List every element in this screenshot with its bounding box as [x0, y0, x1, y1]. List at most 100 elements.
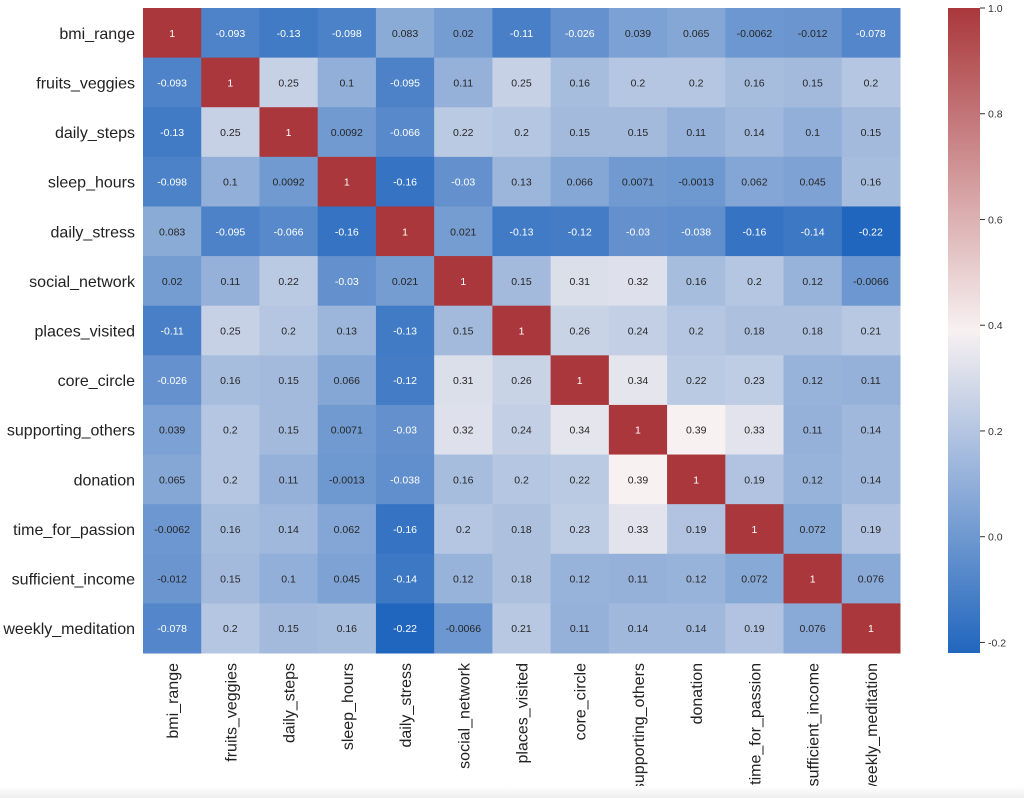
heatmap-cell — [434, 206, 493, 257]
cell-annotation: 0.1 — [805, 127, 820, 139]
heatmap-cell — [201, 206, 260, 257]
cell-annotation: 0.16 — [570, 77, 591, 89]
heatmap-cell — [608, 504, 668, 555]
y-tick-label: fruits_veggies — [36, 75, 135, 92]
cell-annotation: 0.16 — [337, 623, 358, 635]
y-tick-label: bmi_range — [59, 26, 135, 43]
cell-annotation: -0.03 — [393, 425, 417, 437]
heatmap-cell — [841, 454, 901, 505]
heatmap-cell — [783, 553, 843, 604]
heatmap-cell — [143, 57, 202, 108]
heatmap-cell — [841, 206, 901, 257]
x-tick-label: donation — [689, 663, 706, 724]
cell-annotation: 0.24 — [628, 326, 649, 338]
cell-annotation: 0.14 — [278, 524, 299, 536]
heatmap-cell — [841, 504, 901, 555]
cell-annotation: 0.25 — [511, 77, 532, 89]
cell-annotation: -0.0013 — [329, 474, 365, 486]
cell-annotation: -0.098 — [157, 177, 187, 189]
x-tick-label: time_for_passion — [747, 663, 764, 785]
colorbar-tick-label: 0.4 — [988, 320, 1003, 332]
heatmap-cell — [841, 355, 901, 406]
cell-annotation: 0.11 — [570, 623, 590, 635]
heatmap-cell — [259, 454, 319, 505]
heatmap-cell — [725, 156, 785, 207]
heatmap-cell — [492, 206, 552, 257]
cell-annotation: 1 — [344, 177, 350, 189]
cell-annotation: 1 — [169, 28, 175, 40]
cell-annotation: -0.093 — [157, 77, 187, 89]
cell-annotation: 0.15 — [570, 127, 591, 139]
heatmap-cell — [434, 454, 493, 505]
cell-annotation: 0.2 — [514, 127, 529, 139]
heatmap-cell — [317, 256, 377, 307]
cell-annotation: 0.23 — [744, 375, 765, 387]
cell-annotation: 0.065 — [159, 474, 185, 486]
heatmap-cell — [783, 305, 843, 356]
heatmap-cell — [375, 107, 435, 158]
cell-annotation: 0.15 — [802, 77, 823, 89]
cell-annotation: 0.26 — [511, 375, 532, 387]
cell-annotation: 0.15 — [861, 127, 882, 139]
x-tick-label: fruits_veggies — [223, 663, 240, 762]
heatmap-cell — [841, 305, 901, 356]
heatmap-cell — [492, 107, 552, 158]
heatmap-cell — [667, 206, 726, 257]
heatmap-cell — [317, 355, 377, 406]
heatmap-cell — [317, 603, 377, 654]
heatmap-cell — [434, 57, 493, 108]
heatmap-cell — [492, 553, 552, 604]
heatmap-cell — [550, 504, 610, 555]
cell-annotation: 0.021 — [392, 276, 418, 288]
heatmap-cell — [375, 305, 435, 356]
cell-annotation: 0.076 — [858, 574, 884, 586]
heatmap-cell — [725, 107, 785, 158]
heatmap-cell — [783, 57, 843, 108]
cell-annotation: 0.062 — [334, 524, 360, 536]
heatmap-cell — [725, 305, 785, 356]
heatmap-cell — [317, 404, 377, 456]
heatmap-cell — [667, 57, 726, 108]
cell-annotation: 0.2 — [223, 623, 238, 635]
heatmap-cell — [725, 256, 785, 307]
heatmap-cell — [317, 57, 377, 108]
x-tick-label: bmi_range — [165, 663, 182, 739]
heatmap-cell — [725, 404, 785, 456]
y-tick-label: social_network — [29, 274, 136, 291]
heatmap-cell — [259, 355, 319, 406]
heatmap-cell — [550, 256, 610, 307]
heatmap-cell — [608, 57, 668, 108]
cell-annotation: -0.078 — [856, 28, 886, 40]
heatmap-cell — [375, 603, 435, 654]
cell-annotation: 0.34 — [570, 425, 591, 437]
heatmap-cell — [783, 156, 843, 207]
heatmap-cell — [783, 8, 843, 59]
cell-annotation: 0.14 — [628, 623, 649, 635]
heatmap-cell — [783, 206, 843, 257]
cell-annotation: -0.16 — [393, 177, 417, 189]
heatmap-cell — [783, 107, 843, 158]
heatmap-cell — [725, 355, 785, 406]
x-tick-label: core_circle — [573, 663, 590, 740]
heatmap-cell — [608, 156, 668, 207]
cell-annotation: 0.16 — [220, 524, 241, 536]
heatmap-cell — [667, 8, 726, 59]
cell-annotation: 0.02 — [162, 276, 183, 288]
heatmap-cell — [725, 603, 785, 654]
cell-annotation: 0.19 — [744, 623, 765, 635]
heatmap-cell — [783, 404, 843, 456]
cell-annotation: 0.0092 — [331, 127, 363, 139]
cell-annotation: 0.072 — [800, 524, 826, 536]
heatmap-cell — [725, 504, 785, 555]
x-tick-label: places_visited — [515, 663, 532, 764]
y-tick-label: core_circle — [58, 373, 135, 390]
heatmap-cell — [667, 553, 726, 604]
heatmap-cell — [375, 156, 435, 207]
cell-annotation: 0.2 — [864, 77, 879, 89]
heatmap-cell — [608, 404, 668, 456]
x-tick-label: social_network — [456, 662, 473, 769]
cell-annotation: 0.16 — [744, 77, 765, 89]
heatmap-cell — [725, 553, 785, 604]
heatmap-cell — [608, 305, 668, 356]
heatmap-cell — [725, 454, 785, 505]
